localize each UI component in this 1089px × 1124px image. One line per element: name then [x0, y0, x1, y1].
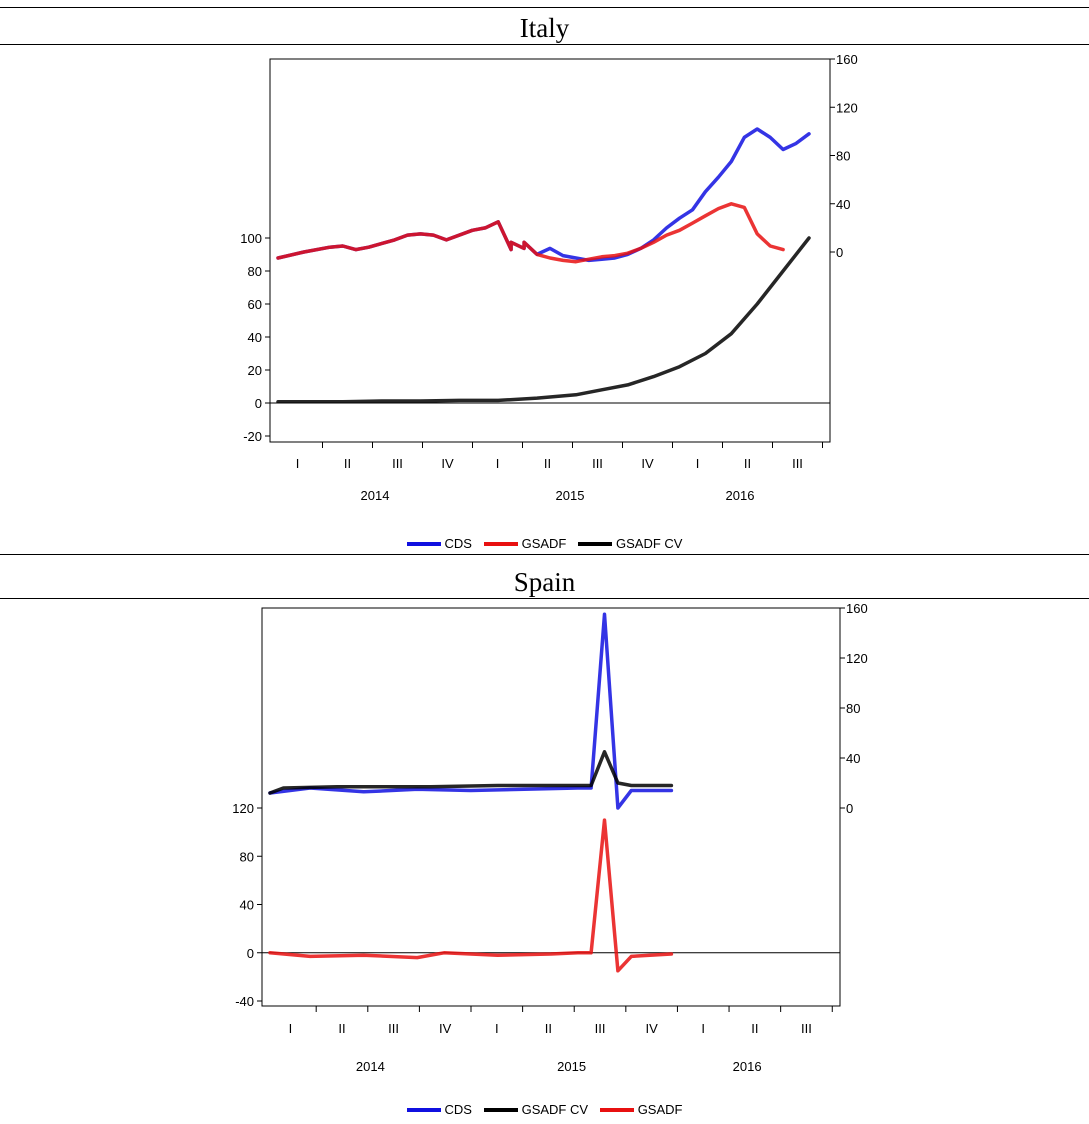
year-label: 2014	[356, 1059, 385, 1074]
quarter-label: III	[595, 1021, 606, 1036]
series-line-gsadf-cv	[268, 750, 674, 795]
legend-swatch-gsadf-cv	[483, 1108, 518, 1112]
legend-item-gsadf-cv: GSADF CV	[483, 1102, 589, 1118]
quarter-label: III	[792, 456, 803, 471]
quarter-label: I	[701, 1021, 705, 1036]
legend-item-gsadf: GSADF	[599, 1102, 683, 1118]
year-label: 2015	[556, 488, 585, 503]
left-tick-label: 40	[240, 898, 254, 913]
right-tick-label: 40	[836, 197, 850, 212]
italy-title-rule	[0, 44, 1089, 45]
plot-frame	[261, 607, 841, 1007]
legend-label-gsadf-cv: GSADF CV	[521, 1102, 589, 1117]
right-tick-label: 40	[846, 751, 860, 766]
legend-swatch-gsadf-cv	[578, 542, 613, 546]
left-tick-label: 60	[248, 297, 262, 312]
left-tick-label: 0	[255, 396, 262, 411]
quarter-label: II	[545, 1021, 552, 1036]
series-line-gsadf-cv	[276, 236, 811, 404]
quarter-label: II	[338, 1021, 345, 1036]
plot-frame	[269, 58, 831, 443]
right-tick-label: 80	[846, 701, 860, 716]
left-tick-label: -20	[243, 429, 262, 444]
legend-item-cds: CDS	[406, 536, 472, 552]
italy-title: Italy	[519, 13, 570, 43]
right-tick-label: 0	[846, 801, 853, 816]
quarter-label: I	[495, 1021, 499, 1036]
quarter-label: I	[289, 1021, 293, 1036]
legend-swatch-gsadf	[599, 1108, 634, 1112]
left-tick-label: -40	[235, 994, 254, 1009]
left-tick-label: 0	[247, 946, 254, 961]
quarter-label: IV	[641, 456, 654, 471]
quarter-label: III	[388, 1021, 399, 1036]
left-tick-label: 120	[232, 801, 254, 816]
spain-legend: CDS GSADF CV GSADF	[0, 1100, 1089, 1118]
quarter-label: I	[296, 456, 300, 471]
left-tick-label: 80	[248, 264, 262, 279]
quarter-label: IV	[645, 1021, 658, 1036]
left-tick-label: 100	[240, 231, 262, 246]
legend-swatch-cds	[406, 1108, 441, 1112]
right-tick-label: 0	[836, 245, 843, 260]
quarter-label: IV	[441, 456, 454, 471]
series-line-gsadf	[268, 818, 674, 973]
legend-label-cds: CDS	[444, 1102, 472, 1117]
quarter-label: II	[544, 456, 551, 471]
series-line-cds	[268, 612, 674, 810]
year-label: 2016	[733, 1059, 762, 1074]
legend-swatch-cds	[406, 542, 441, 546]
quarter-label: II	[344, 456, 351, 471]
right-tick-label: 160	[836, 52, 858, 67]
quarter-label: III	[801, 1021, 812, 1036]
left-tick-label: 20	[248, 363, 262, 378]
legend-swatch-gsadf	[483, 542, 518, 546]
quarter-label: III	[392, 456, 403, 471]
legend-label-gsadf: GSADF	[521, 536, 567, 551]
series-line-cds	[276, 127, 811, 263]
legend-label-cds: CDS	[444, 536, 472, 551]
right-tick-label: 120	[846, 651, 868, 666]
italy-legend: CDS GSADF GSADF CV	[0, 534, 1089, 552]
mid-rule	[0, 554, 1089, 555]
spain-title: Spain	[513, 567, 576, 597]
legend-item-gsadf: GSADF	[483, 536, 567, 552]
legend-item-gsadf-cv: GSADF CV	[578, 536, 682, 552]
year-label: 2014	[361, 488, 390, 503]
series-line-gsadf	[276, 202, 785, 264]
legend-label-gsadf-cv: GSADF CV	[616, 536, 683, 551]
year-label: 2016	[726, 488, 755, 503]
quarter-label: II	[744, 456, 751, 471]
left-tick-label: 80	[240, 849, 254, 864]
legend-label-gsadf: GSADF	[637, 1102, 683, 1117]
quarter-label: I	[696, 456, 700, 471]
year-label: 2015	[557, 1059, 586, 1074]
quarter-label: I	[496, 456, 500, 471]
legend-item-cds: CDS	[406, 1102, 472, 1118]
top-rule	[0, 7, 1089, 8]
quarter-label: III	[592, 456, 603, 471]
spain-title-rule	[0, 598, 1089, 599]
right-tick-label: 120	[836, 100, 858, 115]
left-tick-label: 40	[248, 330, 262, 345]
right-tick-label: 160	[846, 601, 868, 616]
quarter-label: IV	[439, 1021, 452, 1036]
quarter-label: II	[751, 1021, 758, 1036]
right-tick-label: 80	[836, 149, 850, 164]
